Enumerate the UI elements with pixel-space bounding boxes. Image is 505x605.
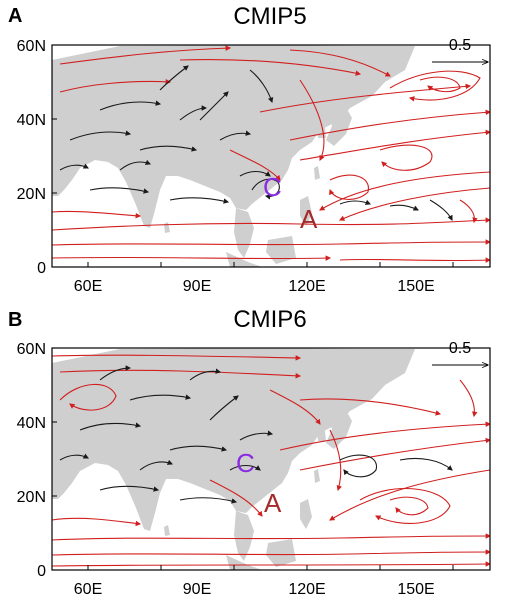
x-tick-label: 120E bbox=[288, 278, 325, 295]
axis-ticks bbox=[52, 347, 454, 571]
reference-vector-label: 0.5 bbox=[449, 340, 471, 357]
map-area bbox=[52, 348, 490, 570]
x-tick-label: 90E bbox=[183, 278, 211, 295]
land-mass bbox=[52, 348, 415, 570]
panel-title: CMIP5 bbox=[233, 3, 306, 30]
x-tick-label: 60E bbox=[74, 278, 102, 295]
y-tick-label: 60N bbox=[17, 341, 46, 358]
y-tick-label: 40N bbox=[17, 415, 46, 432]
x-tick-label: 150E bbox=[397, 278, 434, 295]
panel-a: A CMIP5 bbox=[8, 3, 491, 295]
cyclone-label: C bbox=[263, 172, 282, 202]
anticyclone-label: A bbox=[300, 204, 318, 234]
y-tick-label: 40N bbox=[17, 112, 46, 129]
reference-vector-label: 0.5 bbox=[449, 37, 471, 54]
panel-letter: B bbox=[8, 309, 22, 331]
panel-b: B CMIP6 bbox=[8, 306, 491, 598]
reference-vector: 0.5 bbox=[428, 37, 489, 70]
map-area bbox=[52, 45, 490, 267]
streamlines bbox=[52, 45, 490, 263]
y-tick-label: 20N bbox=[17, 186, 46, 203]
x-tick-label: 120E bbox=[288, 581, 325, 598]
cyclone-label: C bbox=[236, 448, 255, 478]
y-tick-label: 0 bbox=[37, 260, 46, 277]
x-tick-label: 150E bbox=[397, 581, 434, 598]
x-tick-label: 90E bbox=[183, 581, 211, 598]
y-tick-label: 0 bbox=[37, 563, 46, 580]
reference-vector: 0.5 bbox=[428, 340, 489, 373]
map-frame bbox=[51, 44, 491, 268]
anticyclone-label: A bbox=[264, 488, 282, 518]
streamlines bbox=[52, 354, 490, 567]
y-tick-label: 20N bbox=[17, 489, 46, 506]
axis-ticks bbox=[52, 44, 454, 268]
y-tick-label: 60N bbox=[17, 38, 46, 55]
panel-title: CMIP6 bbox=[233, 306, 306, 333]
panel-letter: A bbox=[8, 5, 22, 27]
map-frame bbox=[51, 347, 491, 571]
x-tick-label: 60E bbox=[74, 581, 102, 598]
land-mass bbox=[52, 45, 415, 267]
